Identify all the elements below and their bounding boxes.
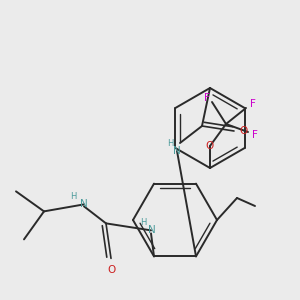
Text: H: H <box>70 192 76 201</box>
Text: N: N <box>173 146 181 156</box>
Text: F: F <box>250 99 256 109</box>
Text: H: H <box>167 139 173 148</box>
Text: N: N <box>148 225 156 236</box>
Text: O: O <box>206 141 214 151</box>
Text: F: F <box>204 93 210 103</box>
Text: H: H <box>140 218 146 227</box>
Text: N: N <box>80 200 88 209</box>
Text: O: O <box>239 126 247 136</box>
Text: F: F <box>252 130 258 140</box>
Text: O: O <box>107 266 115 275</box>
